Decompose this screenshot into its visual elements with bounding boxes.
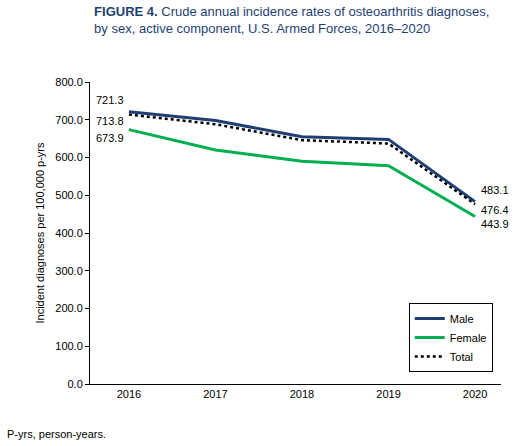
svg-text:Incident diagnoses per 100,000: Incident diagnoses per 100,000 p-yrs [34,142,46,324]
svg-text:P-yrs, person-years.: P-yrs, person-years. [7,428,106,440]
svg-text:2018: 2018 [290,388,314,400]
svg-text:2016: 2016 [117,388,141,400]
svg-text:300.0: 300.0 [55,265,83,277]
svg-text:400.0: 400.0 [55,227,83,239]
svg-text:100.0: 100.0 [55,340,83,352]
svg-text:2019: 2019 [376,388,400,400]
svg-text:2020: 2020 [463,388,487,400]
svg-text:713.8: 713.8 [96,115,124,127]
svg-text:700.0: 700.0 [55,114,83,126]
svg-text:500.0: 500.0 [55,189,83,201]
svg-text:FIGURE 4. Crude annual inciden: FIGURE 4. Crude annual incidence rates o… [94,4,489,36]
svg-text:483.1: 483.1 [481,184,509,196]
svg-text:800.0: 800.0 [55,76,83,88]
svg-text:200.0: 200.0 [55,302,83,314]
svg-text:673.9: 673.9 [96,132,124,144]
svg-text:600.0: 600.0 [55,151,83,163]
svg-text:Male: Male [450,313,474,325]
svg-text:Total: Total [450,351,473,363]
svg-text:443.9: 443.9 [481,218,509,230]
svg-text:2017: 2017 [203,388,227,400]
svg-text:721.3: 721.3 [96,94,124,106]
svg-text:Female: Female [450,332,487,344]
svg-text:476.4: 476.4 [481,204,509,216]
svg-text:0.0: 0.0 [68,378,83,390]
